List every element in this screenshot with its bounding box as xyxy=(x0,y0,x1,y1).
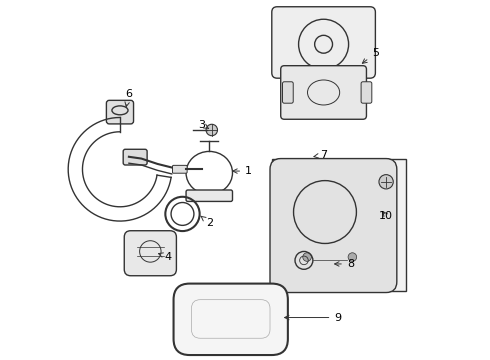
FancyBboxPatch shape xyxy=(283,82,293,103)
FancyBboxPatch shape xyxy=(123,149,147,165)
FancyBboxPatch shape xyxy=(192,300,270,338)
Text: 1: 1 xyxy=(233,166,252,176)
Text: 2: 2 xyxy=(201,216,213,228)
Circle shape xyxy=(206,124,218,136)
Circle shape xyxy=(303,253,311,261)
FancyBboxPatch shape xyxy=(173,284,288,355)
Text: 9: 9 xyxy=(285,312,342,323)
FancyBboxPatch shape xyxy=(281,66,367,119)
Text: 5: 5 xyxy=(363,48,379,63)
Text: 6: 6 xyxy=(125,89,132,107)
FancyBboxPatch shape xyxy=(186,190,232,202)
Circle shape xyxy=(348,253,357,261)
FancyBboxPatch shape xyxy=(124,231,176,276)
Text: 8: 8 xyxy=(335,259,354,269)
FancyBboxPatch shape xyxy=(361,82,372,103)
Circle shape xyxy=(379,175,393,189)
FancyBboxPatch shape xyxy=(272,7,375,78)
Text: 10: 10 xyxy=(379,211,393,221)
FancyBboxPatch shape xyxy=(270,158,397,293)
FancyBboxPatch shape xyxy=(172,165,187,173)
Text: 3: 3 xyxy=(198,120,209,130)
FancyBboxPatch shape xyxy=(106,100,134,124)
Text: 4: 4 xyxy=(158,252,172,262)
Text: 7: 7 xyxy=(314,150,327,160)
Bar xyxy=(272,158,406,291)
